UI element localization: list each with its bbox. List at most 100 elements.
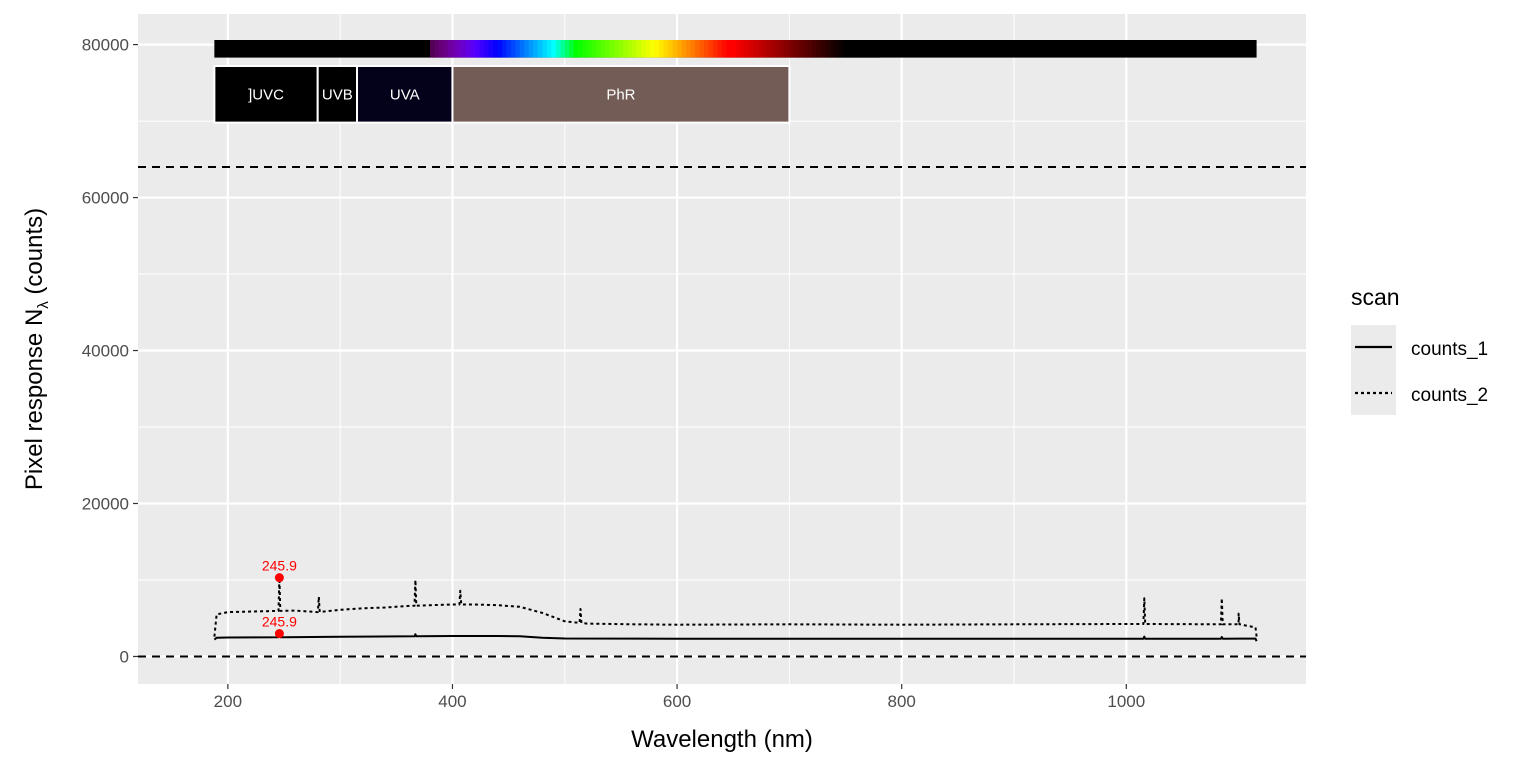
spectrum-band xyxy=(488,40,494,58)
spectrum-band xyxy=(780,40,786,58)
peak-point xyxy=(274,629,284,639)
spectrum-band xyxy=(650,40,656,58)
spectrum-band xyxy=(636,40,642,58)
spectrum-band xyxy=(771,40,777,58)
spectrum-band xyxy=(793,40,799,58)
spectrum-band xyxy=(825,40,831,58)
spectrum-band xyxy=(506,40,512,58)
spectrum-band xyxy=(501,40,507,58)
spectrum-band xyxy=(605,40,611,58)
spectrum-band xyxy=(573,40,579,58)
spectrum-band xyxy=(528,40,534,58)
spectrum-band xyxy=(690,40,696,58)
spectrum-bar xyxy=(214,40,1257,58)
spectrum-band xyxy=(681,40,687,58)
spectrum-band xyxy=(564,40,570,58)
spectrum-band xyxy=(452,40,458,58)
x-axis: 200 400 600 800 1000 xyxy=(214,684,1145,711)
spectrum-band xyxy=(483,40,489,58)
spectrum-band xyxy=(730,40,737,58)
spectrum-band xyxy=(479,40,485,58)
spectrum-band xyxy=(829,40,835,58)
spectrum-band xyxy=(659,40,665,58)
spectrum-band xyxy=(618,40,624,58)
spectrum-band xyxy=(609,40,615,58)
spectrum-band xyxy=(591,40,597,58)
spectrum-band xyxy=(708,40,714,58)
spectrum-band xyxy=(537,40,543,58)
spectrum-band xyxy=(465,40,472,58)
spectrum-band xyxy=(807,40,813,58)
spectrum-band xyxy=(699,40,705,58)
spectrum-band xyxy=(874,40,880,58)
spectrum-band xyxy=(865,40,871,58)
spectrum-band xyxy=(744,40,750,58)
spectrum-band xyxy=(757,40,764,58)
spectrum-band xyxy=(555,40,561,58)
spectrum-band xyxy=(704,40,710,58)
spectrum-band xyxy=(587,40,593,58)
spectrum-band xyxy=(596,40,602,58)
spectrum-band xyxy=(560,40,566,58)
waveband-boxes: ]UVC UVB UVA PhR xyxy=(213,65,791,124)
spectrum-band xyxy=(627,40,633,58)
spectrum-band xyxy=(434,40,440,58)
spectrum-band xyxy=(802,40,808,58)
spectrum-band xyxy=(695,40,701,58)
spectrum-band xyxy=(672,40,678,58)
spectrum-band xyxy=(438,40,445,58)
x-tick-label: 600 xyxy=(663,692,691,711)
series-counts_2 xyxy=(213,576,1258,637)
legend-title: scan xyxy=(1351,284,1400,310)
y-tick-label: 60000 xyxy=(82,189,129,208)
x-tick-label: 800 xyxy=(888,692,916,711)
spectrum-band xyxy=(717,40,723,58)
spectrum-band xyxy=(551,40,557,58)
spectrum-band xyxy=(542,40,548,58)
legend: scan counts_1 counts_2 xyxy=(1351,284,1488,415)
waveband-label: ]UVC xyxy=(248,86,284,103)
spectrum-band xyxy=(816,40,822,58)
y-axis-title-unit: (counts) xyxy=(21,208,48,301)
spectrum-band xyxy=(820,40,826,58)
spectrum-band xyxy=(686,40,692,58)
spectrum-band xyxy=(838,40,844,58)
spectrum-band xyxy=(766,40,773,58)
spectrum-band xyxy=(524,40,530,58)
x-tick-label: 200 xyxy=(214,692,242,711)
spectrum-band xyxy=(623,40,629,58)
spectrum-band xyxy=(515,40,521,58)
spectrum-band xyxy=(726,40,732,58)
spectrum-band xyxy=(713,40,719,58)
y-tick-label: 20000 xyxy=(82,494,129,513)
spectrum-band xyxy=(870,40,876,58)
spectrum-band xyxy=(847,40,853,58)
peak-label: 245.9 xyxy=(262,558,297,574)
spectrum-band xyxy=(546,40,552,58)
spectrum-band xyxy=(775,40,781,58)
waveband-box-phr xyxy=(451,65,791,124)
y-tick-label: 0 xyxy=(120,647,129,666)
waveband-label: UVB xyxy=(322,86,353,103)
spectrum-band xyxy=(834,40,840,58)
spectrum-band xyxy=(492,40,498,58)
y-tick-label: 80000 xyxy=(82,36,129,55)
legend-label-counts_1: counts_1 xyxy=(1411,339,1488,360)
x-axis-title: Wavelength (nm) xyxy=(631,726,813,753)
spectrum-band xyxy=(641,40,647,58)
spectrum-band xyxy=(578,40,584,58)
y-tick-label: 40000 xyxy=(82,342,129,361)
spectrum-band xyxy=(430,40,436,58)
spectrum-band xyxy=(843,40,849,58)
x-tick-label: 400 xyxy=(438,692,466,711)
x-tick-label: 1000 xyxy=(1107,692,1145,711)
y-axis-title: Pixel response Nλ (counts) xyxy=(21,208,52,490)
spectrum-band xyxy=(798,40,804,58)
y-axis-title-main: Pixel response N xyxy=(21,309,48,490)
spectrum-band xyxy=(677,40,683,58)
spectrum-band xyxy=(474,40,481,58)
spectrum-band xyxy=(447,40,454,58)
spectrum-band xyxy=(614,40,620,58)
spectrum-band xyxy=(784,40,790,58)
